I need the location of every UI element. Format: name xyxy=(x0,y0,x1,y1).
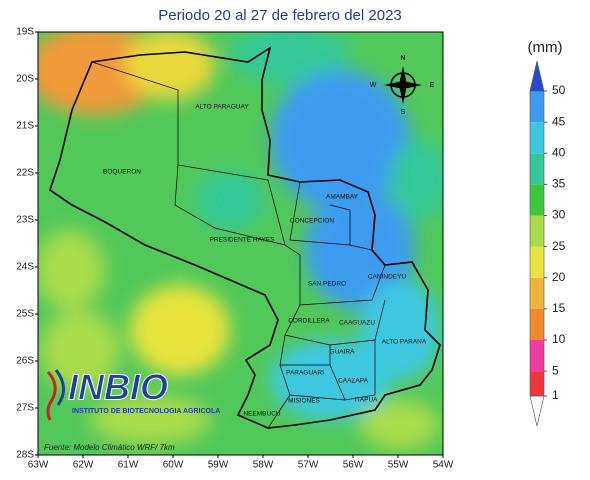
colorbar-label: 45 xyxy=(552,114,566,128)
colorbar-label: 25 xyxy=(552,239,566,253)
lat-label: 26S xyxy=(16,356,34,367)
lon-label: 63W xyxy=(28,460,49,471)
lat-label: 19S xyxy=(16,27,34,38)
borders xyxy=(49,46,441,429)
colorbar-over xyxy=(529,60,545,92)
colorbar-label: 15 xyxy=(552,301,566,315)
department-label: ITAPUA xyxy=(355,397,379,404)
colorbar-segment xyxy=(530,246,544,278)
lon-label: 60W xyxy=(163,460,184,471)
lon-label: 57W xyxy=(298,460,319,471)
logo-subtitle: INSTITUTO DE BIOTECNOLOGIA AGRICOLA xyxy=(72,408,220,415)
lat-label: 23S xyxy=(16,215,34,226)
logo-name: INBIO xyxy=(68,367,168,408)
colorbar-label: 10 xyxy=(552,332,566,346)
map-frame xyxy=(37,31,444,456)
logo-swoosh xyxy=(54,369,65,406)
colorbar-segment xyxy=(530,91,544,123)
precipitation-field xyxy=(38,32,443,455)
colorbar-segment xyxy=(530,371,544,396)
colorbar-label: 40 xyxy=(552,145,566,159)
lon-label: 55W xyxy=(388,460,409,471)
lat-labels: 19S 20S 21S 22S 23S 24S 25S 26S 27S 28S xyxy=(16,27,38,461)
department-label: CAAGUAZU xyxy=(339,320,375,327)
lat-label: 28S xyxy=(16,450,34,461)
department-label: CANINDEYU xyxy=(368,274,407,281)
department-label: CAAZAPA xyxy=(338,378,369,385)
colorbar-segment xyxy=(530,215,544,247)
lat-label: 24S xyxy=(16,262,34,273)
colorbar-segment xyxy=(530,339,544,372)
legend-unit: (mm) xyxy=(528,39,563,56)
colorbar-label: 35 xyxy=(552,177,566,191)
compass-star xyxy=(384,66,422,104)
department-label: PARAGUARI xyxy=(286,370,324,377)
department-label: CONCEPCION xyxy=(290,218,334,225)
colorbar-label: 20 xyxy=(552,270,566,284)
compass-n: N xyxy=(400,55,405,62)
lon-label: 62W xyxy=(73,460,94,471)
department-label: PRESIDENTE HAYES xyxy=(210,237,276,244)
map-title: Periodo 20 al 27 de febrero del 2023 xyxy=(158,7,402,24)
lon-label: 59W xyxy=(208,460,229,471)
colorbar-segment xyxy=(530,153,544,185)
colorbar-segment xyxy=(530,308,544,340)
lat-label: 22S xyxy=(16,168,34,179)
compass: N S E W xyxy=(370,55,435,116)
department-label: AMAMBAY xyxy=(326,194,359,201)
department-label: NEEMBUCU xyxy=(243,411,281,418)
department-label: CORDILLERA xyxy=(288,318,330,325)
lon-label: 58W xyxy=(253,460,274,471)
logo: INBIO INSTITUTO DE BIOTECNOLOGIA AGRICOL… xyxy=(46,366,220,421)
colorbar-label: 5 xyxy=(552,363,559,377)
colorbar-label: 50 xyxy=(552,83,566,97)
lat-label: 21S xyxy=(16,121,34,132)
colorbar-under xyxy=(529,395,545,427)
colorbar-segment xyxy=(530,122,544,154)
lat-label: 25S xyxy=(16,309,34,320)
colorbar-label: 30 xyxy=(552,208,566,222)
compass-s: S xyxy=(401,109,406,116)
department-label: BOQUERON xyxy=(103,169,141,176)
department-label: GUAIRA xyxy=(330,349,356,356)
lon-label: 56W xyxy=(343,460,364,471)
colorbar-segment xyxy=(530,184,544,216)
logo-swoosh xyxy=(46,370,57,421)
lon-labels: 63W 62W 61W 60W 59W 58W 57W 56W 55W 54W xyxy=(28,455,454,471)
compass-e: E xyxy=(430,82,435,89)
department-labels: ALTO PARAGUAY BOQUERON AMAMBAY CONCEPCIO… xyxy=(103,104,427,418)
source-note: Fuente: Modelo Climático WRF/ 7km xyxy=(44,443,175,452)
lon-label: 54W xyxy=(433,460,454,471)
department-label: MISIONES xyxy=(288,398,320,405)
colorbar-segment xyxy=(530,277,544,309)
lat-label: 27S xyxy=(16,403,34,414)
compass-w: W xyxy=(370,82,377,89)
lon-label: 61W xyxy=(118,460,139,471)
department-label: ALTO PARANA xyxy=(382,339,427,346)
colorbar-label: 1 xyxy=(552,388,559,402)
department-label: ALTO PARAGUAY xyxy=(195,104,249,111)
department-label: SAN PEDRO xyxy=(308,281,346,288)
lat-label: 20S xyxy=(16,74,34,85)
colorbar-frame xyxy=(529,90,545,397)
